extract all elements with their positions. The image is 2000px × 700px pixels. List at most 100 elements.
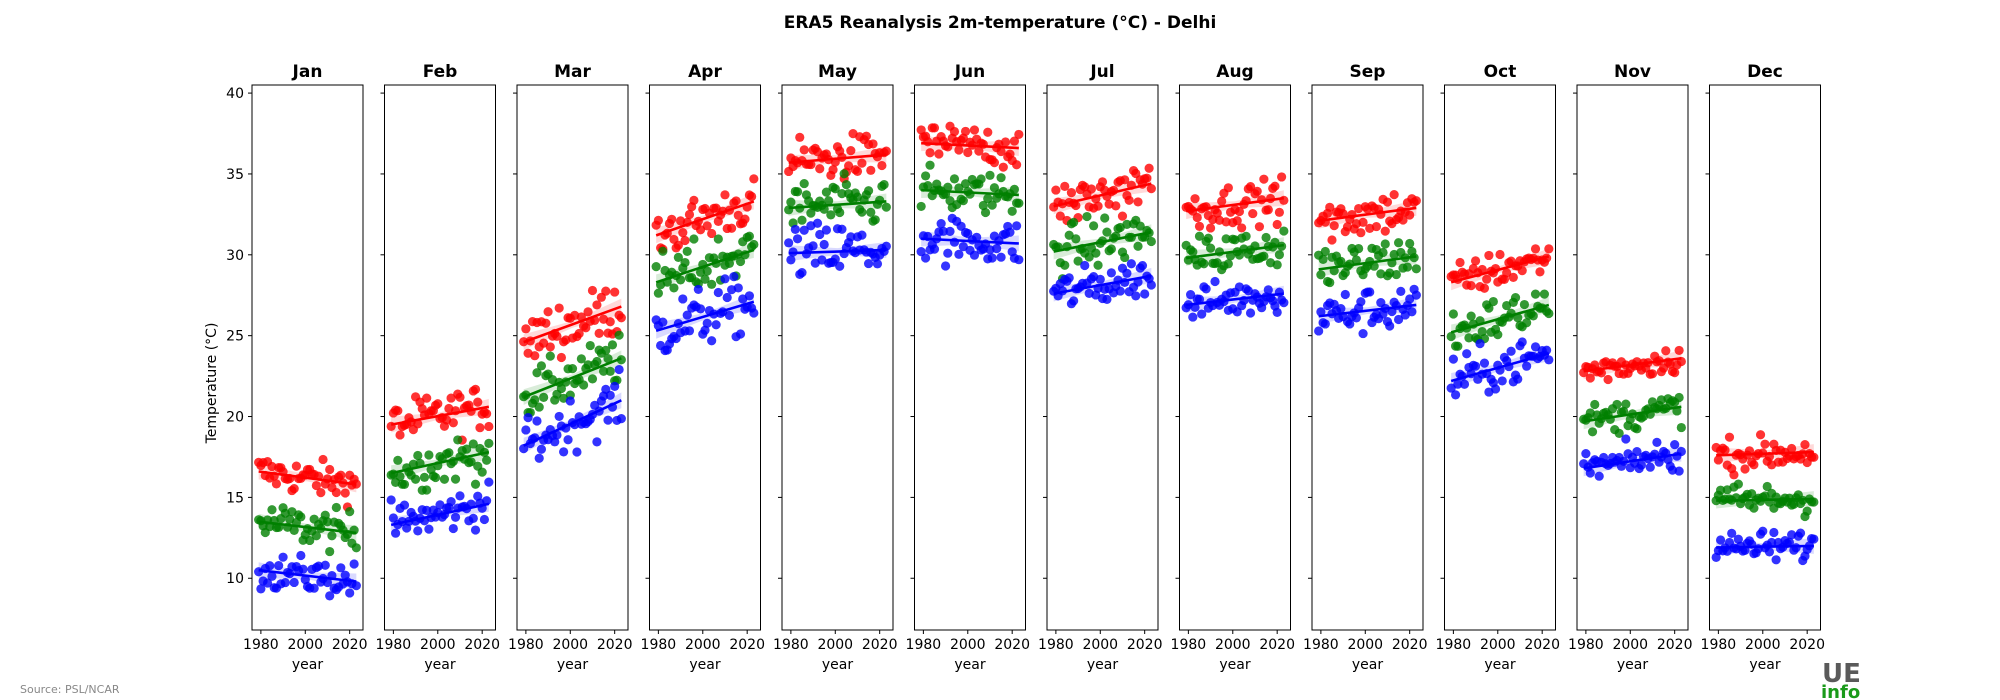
x-tick-label: 1980	[1436, 637, 1472, 653]
trend-line	[1053, 182, 1152, 208]
trend-line	[921, 188, 1019, 197]
data-point	[1711, 552, 1721, 562]
data-point	[1009, 184, 1020, 194]
data-point	[720, 190, 730, 200]
data-point	[870, 215, 880, 225]
data-point	[1513, 374, 1523, 384]
data-point	[311, 480, 321, 491]
data-point	[1111, 201, 1121, 211]
logo-info-text: info	[1821, 682, 1860, 700]
data-point	[1000, 137, 1011, 147]
data-point	[1647, 369, 1658, 379]
data-point	[592, 437, 602, 447]
data-point	[916, 201, 926, 212]
data-point	[839, 169, 849, 179]
data-point	[821, 225, 832, 235]
panel-title: Apr	[688, 62, 722, 82]
data-point	[1724, 432, 1735, 442]
data-point	[815, 229, 825, 240]
data-point	[1263, 205, 1273, 215]
data-point	[583, 307, 593, 317]
series-0	[1446, 244, 1554, 293]
data-point	[678, 294, 688, 304]
x-tick-label: 2020	[729, 637, 765, 653]
data-point	[468, 439, 478, 449]
data-point	[296, 512, 306, 522]
data-point	[682, 310, 692, 320]
data-point	[386, 495, 396, 505]
data-point	[1270, 181, 1280, 191]
data-point	[439, 474, 450, 484]
data-point	[572, 447, 582, 457]
data-point	[934, 149, 944, 159]
data-point	[1135, 221, 1145, 231]
x-tick-label: 2000	[420, 637, 456, 653]
data-point	[863, 186, 874, 196]
data-point	[446, 496, 456, 507]
data-point	[482, 496, 492, 506]
data-point	[749, 174, 759, 184]
trend-line	[788, 248, 887, 255]
x-axis-label: year	[689, 657, 720, 673]
series-1	[254, 502, 361, 557]
data-point	[519, 443, 529, 454]
trend-line	[258, 520, 357, 535]
panel-frame	[251, 84, 364, 631]
x-axis-label: year	[1087, 657, 1118, 673]
data-point	[1800, 440, 1810, 450]
data-point	[1064, 273, 1074, 283]
x-tick-label: 2020	[1657, 637, 1693, 653]
data-point	[837, 224, 847, 234]
x-axis-label: year	[292, 657, 323, 673]
data-point	[450, 512, 461, 522]
data-point	[1446, 383, 1456, 393]
series-1	[916, 160, 1024, 218]
data-point	[521, 425, 531, 435]
x-tick-label: 2000	[817, 637, 853, 653]
chart-title: ERA5 Reanalysis 2m-temperature (°C) - De…	[784, 13, 1217, 33]
data-point	[256, 584, 266, 594]
series-2	[1579, 434, 1686, 481]
panel-title: Feb	[423, 62, 458, 82]
data-point	[936, 218, 946, 229]
data-point	[594, 328, 604, 339]
data-point	[960, 126, 971, 137]
data-point	[1338, 209, 1348, 219]
data-point	[749, 239, 759, 250]
data-point	[1354, 243, 1364, 254]
panel-title: Oct	[1484, 62, 1517, 82]
data-point	[1528, 311, 1538, 321]
data-point	[563, 435, 573, 445]
data-point	[345, 507, 355, 517]
data-point	[280, 577, 290, 588]
data-point	[837, 189, 847, 199]
series-0	[916, 121, 1024, 172]
x-tick-label: 2000	[1480, 637, 1516, 653]
data-point	[1530, 244, 1541, 254]
data-point	[735, 329, 746, 339]
data-point	[689, 195, 699, 205]
x-axis-label: year	[557, 657, 588, 673]
x-tick-label: 2020	[1127, 637, 1163, 653]
data-point	[1405, 294, 1415, 304]
data-point	[521, 324, 531, 334]
x-axis-label: year	[1749, 657, 1780, 673]
data-point	[479, 514, 489, 525]
data-point	[1009, 136, 1020, 146]
data-point	[954, 145, 964, 155]
data-point	[470, 479, 481, 489]
data-point	[466, 457, 476, 467]
data-point	[1205, 243, 1216, 253]
data-point	[603, 415, 613, 425]
data-point	[1621, 399, 1631, 409]
data-point	[559, 447, 569, 457]
data-point	[1146, 236, 1156, 247]
data-point	[574, 328, 584, 339]
data-point	[824, 196, 834, 206]
data-point	[985, 170, 995, 180]
data-point	[556, 352, 567, 363]
data-point	[1451, 390, 1461, 400]
data-point	[812, 218, 823, 228]
data-point	[819, 239, 829, 250]
series-0	[519, 285, 626, 363]
